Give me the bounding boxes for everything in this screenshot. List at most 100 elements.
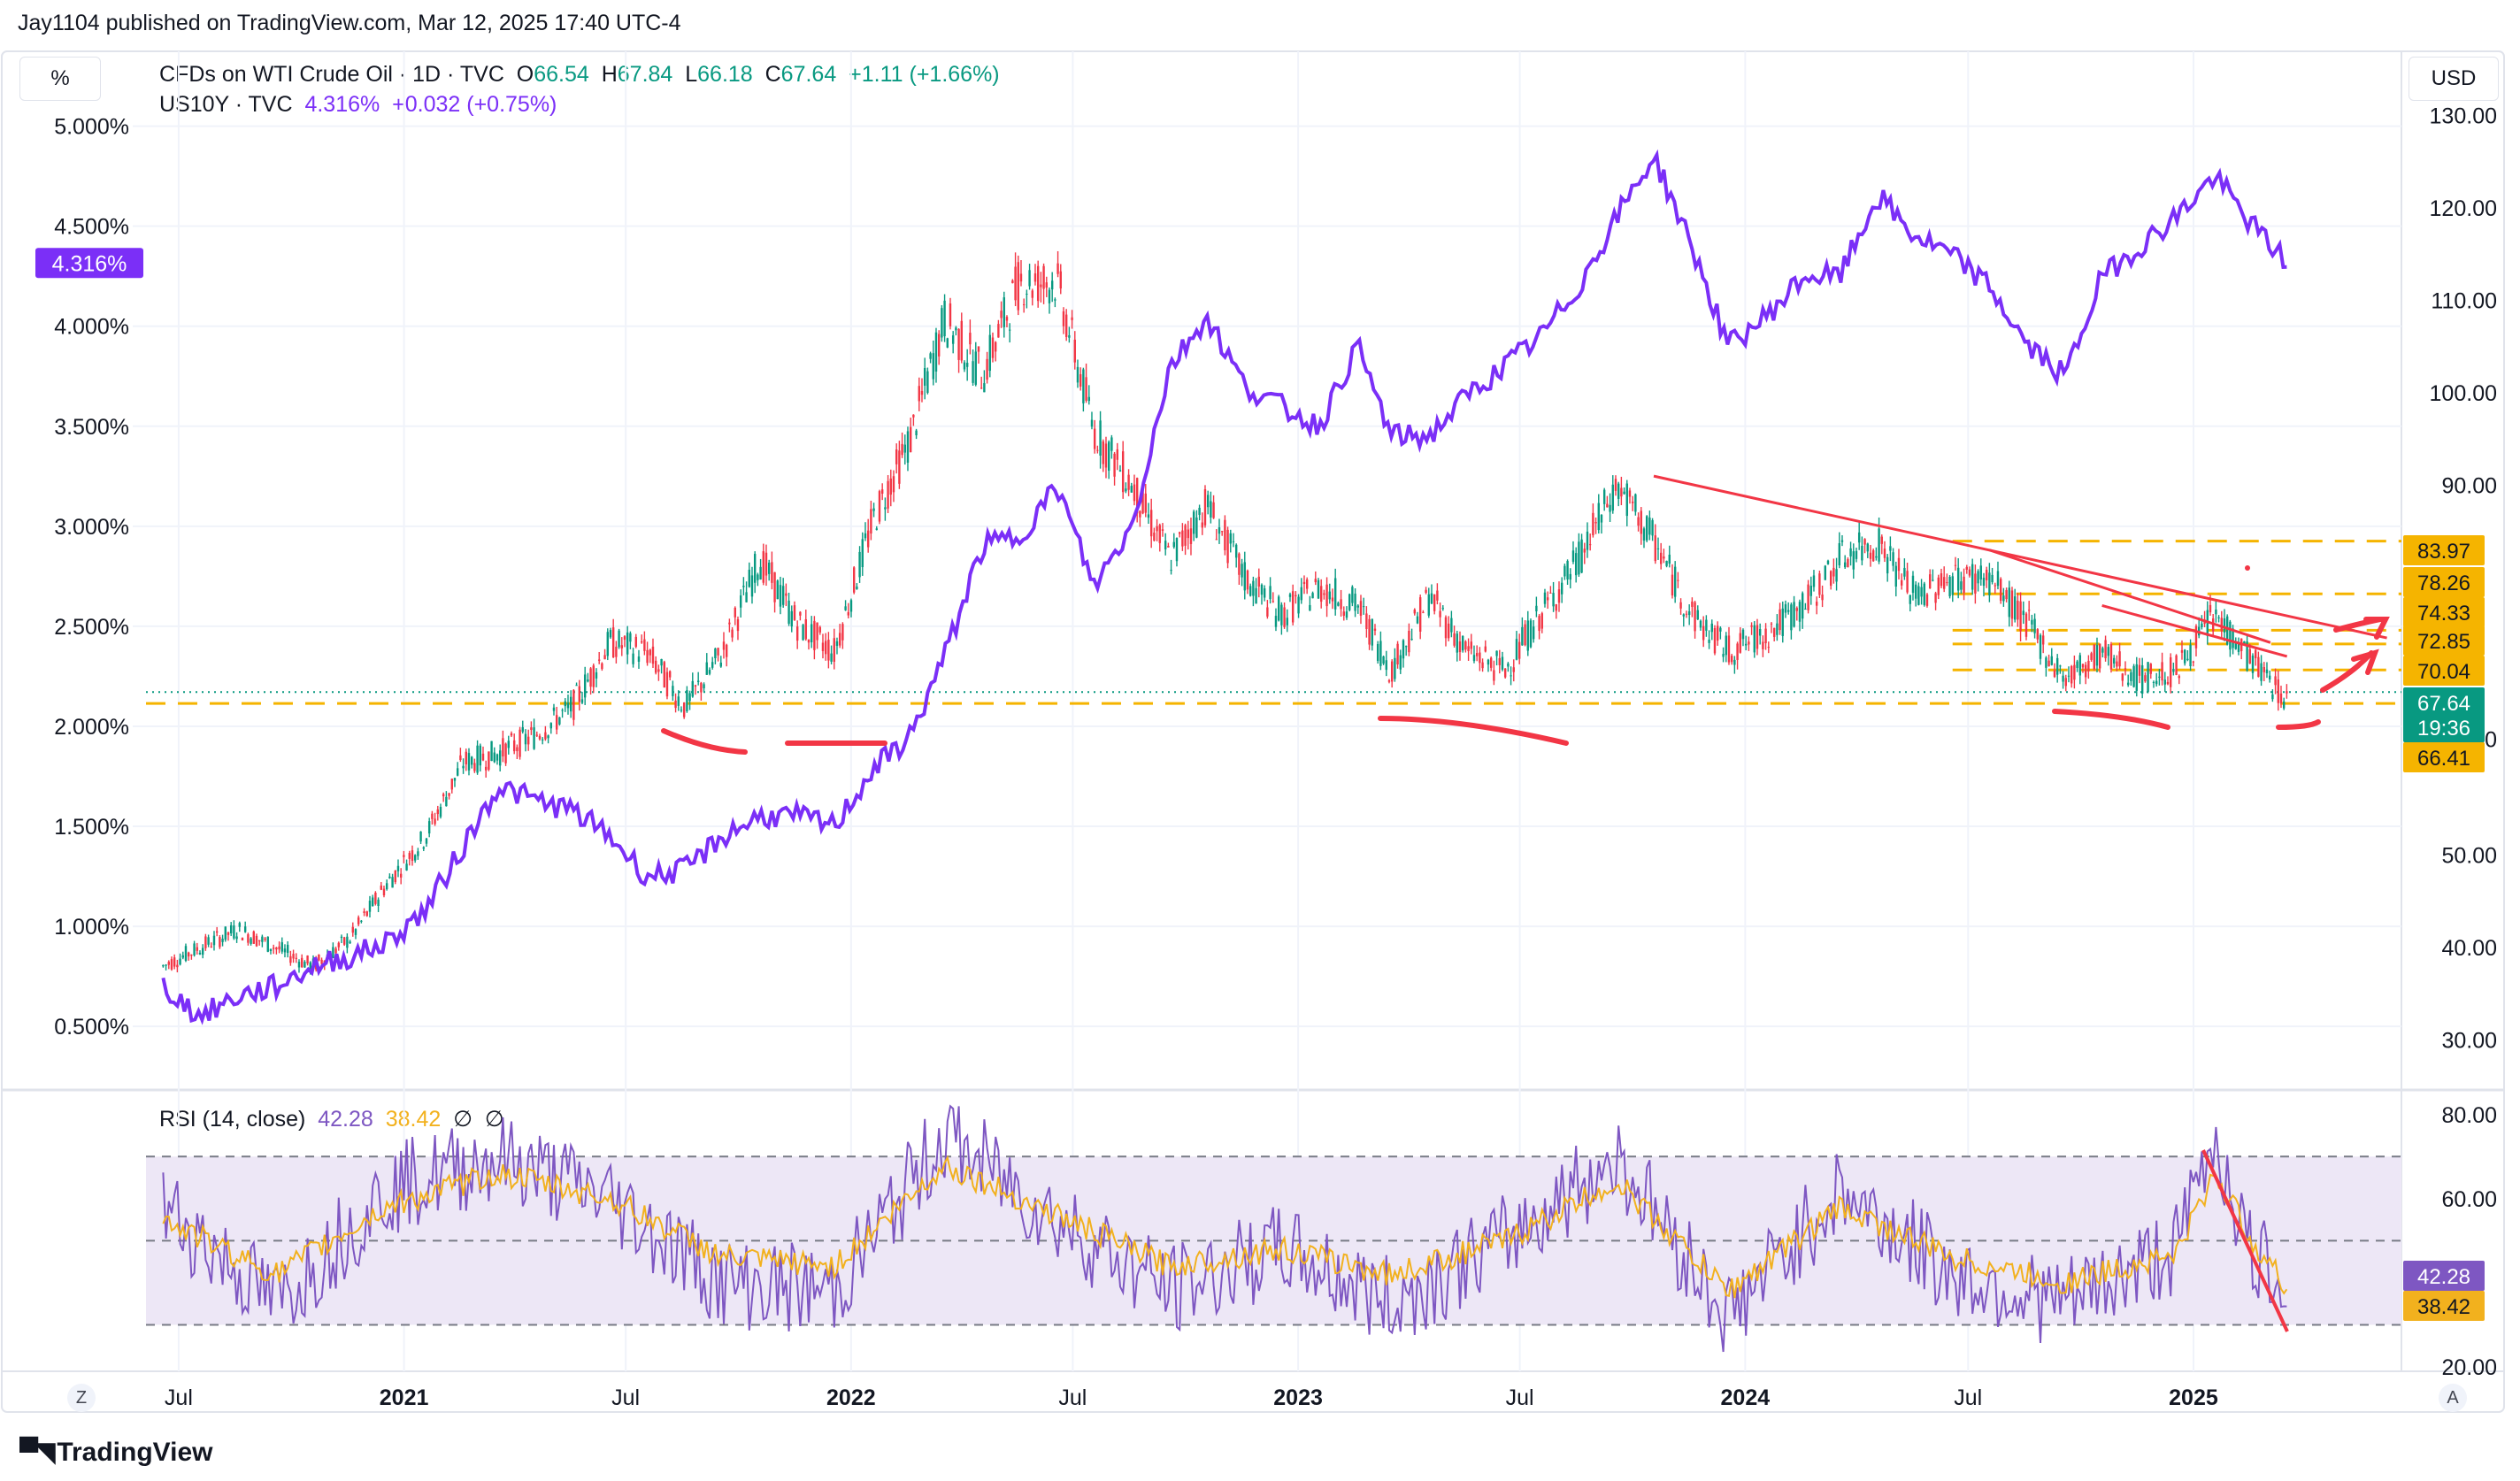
candle: [2152, 681, 2155, 683]
right-axis-tick: 120.00: [2430, 196, 2497, 221]
candle: [694, 685, 697, 687]
candle: [722, 641, 726, 650]
auto-zoom-button[interactable]: Z: [67, 1384, 96, 1412]
candle: [901, 443, 903, 456]
candle: [997, 324, 1000, 338]
dot-annotation: [2245, 565, 2250, 571]
candle: [516, 747, 519, 752]
candle: [1727, 635, 1731, 663]
candle: [1566, 561, 1569, 579]
currency-button[interactable]: USD: [2409, 57, 2499, 101]
legend-wti-change: +1.11 (+1.66%): [849, 62, 1000, 87]
candle: [1507, 663, 1510, 667]
left-axis-tick: 2.000%: [54, 715, 129, 740]
candle: [1068, 334, 1071, 338]
candle: [2282, 701, 2286, 709]
candle: [1149, 510, 1153, 537]
candle: [1328, 591, 1331, 600]
legend-wti[interactable]: CFDs on WTI Crude Oil · 1D · TVC O66.54 …: [159, 62, 1000, 88]
candle: [1170, 570, 1172, 572]
candle: [1529, 620, 1533, 648]
candle: [1104, 443, 1108, 468]
candle: [779, 585, 782, 607]
legend-rsi[interactable]: RSI (14, close) 42.28 38.42 ∅ ∅: [159, 1106, 504, 1132]
rsi-price-tag: [2403, 1291, 2485, 1321]
candle: [1164, 541, 1167, 549]
candle: [821, 642, 825, 651]
candle: [561, 710, 564, 711]
left-scale-button[interactable]: %: [19, 57, 101, 101]
candle: [396, 865, 400, 871]
price-tag-text: 67.64: [2417, 692, 2470, 716]
candle: [502, 738, 504, 757]
candle: [2169, 657, 2172, 687]
candle: [544, 732, 547, 740]
candle: [167, 962, 170, 965]
legend-us10y[interactable]: US10Y · TVC 4.316% +0.032 (+0.75%): [159, 92, 557, 118]
candle: [233, 925, 235, 939]
candle: [1914, 584, 1917, 599]
candle: [549, 723, 552, 729]
candle: [2265, 669, 2269, 673]
candle: [889, 478, 892, 495]
candle: [926, 371, 929, 394]
candle: [201, 948, 204, 955]
candle: [1903, 567, 1906, 577]
candle: [1229, 533, 1232, 544]
candle: [1118, 470, 1122, 472]
candle: [526, 736, 530, 745]
candle: [991, 337, 995, 358]
candle: [1144, 493, 1147, 513]
support-annotation: [1378, 716, 1569, 746]
candle: [184, 946, 188, 961]
candle: [1866, 543, 1869, 552]
candle: [332, 947, 334, 958]
candle: [2059, 665, 2062, 667]
candle: [1557, 589, 1561, 603]
candle: [688, 693, 691, 702]
candle: [1059, 271, 1062, 289]
candle: [1985, 570, 1988, 580]
candle: [1215, 539, 1218, 541]
candle: [1453, 633, 1456, 646]
candle: [1696, 610, 1699, 620]
candle: [649, 649, 651, 656]
candle: [1838, 542, 1840, 566]
candle: [1022, 304, 1026, 306]
candle: [833, 638, 835, 662]
legend-rsi-ma-value: 38.42: [385, 1107, 442, 1132]
right-axis-tick: 40.00: [2441, 936, 2497, 961]
candle: [2101, 648, 2104, 653]
candle: [408, 853, 411, 859]
candle: [1479, 652, 1481, 664]
legend-h-label: H: [601, 62, 618, 87]
candle: [1883, 549, 1886, 558]
candle: [1048, 289, 1051, 303]
candle: [1665, 561, 1668, 566]
candle: [173, 957, 176, 967]
candle: [394, 870, 396, 883]
candle: [1758, 629, 1762, 636]
candle: [1475, 653, 1479, 656]
candle: [442, 794, 445, 797]
auto-scale-button[interactable]: A: [2439, 1384, 2467, 1412]
candle: [300, 957, 303, 968]
candle: [1722, 654, 1725, 657]
tradingview-logo: ▀◥ TradingView: [19, 1437, 213, 1468]
candle: [1526, 620, 1529, 651]
candle: [824, 641, 827, 655]
candle: [349, 941, 351, 943]
candle: [2161, 662, 2163, 681]
candle: [1645, 516, 1648, 541]
trendline-annotation: [1988, 549, 2271, 644]
candle: [1784, 604, 1787, 613]
candle: [646, 649, 649, 664]
candle: [1614, 479, 1617, 491]
candle: [2062, 675, 2064, 682]
candle: [1580, 539, 1583, 573]
price-tag: [2403, 597, 2485, 627]
candle: [1340, 599, 1342, 610]
candle: [1305, 579, 1309, 589]
candle: [1220, 531, 1224, 533]
